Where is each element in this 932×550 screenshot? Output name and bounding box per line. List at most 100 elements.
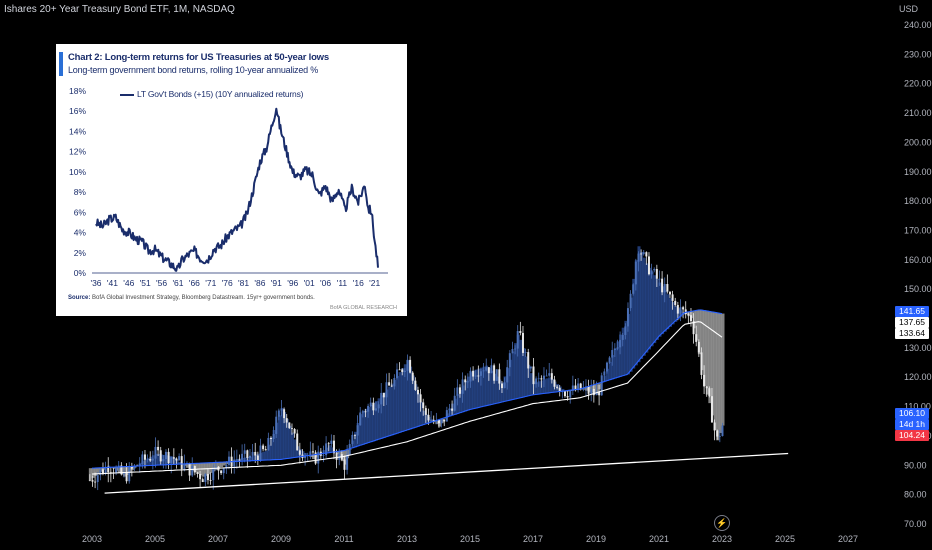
- band-fill-segment: [508, 359, 512, 401]
- band-fill-segment: [343, 450, 347, 465]
- candle-body: [493, 365, 496, 381]
- band-fill-segment: [143, 459, 147, 466]
- candle-body: [172, 457, 175, 459]
- band-fill-segment: [149, 456, 153, 466]
- candle-body: [695, 334, 698, 342]
- band-fill-segment: [634, 260, 638, 366]
- candle-body: [130, 466, 133, 469]
- candle-body: [472, 370, 475, 377]
- inset-x-tick: '61: [172, 278, 183, 288]
- band-fill-segment: [500, 382, 504, 403]
- band-fill-segment: [401, 368, 405, 432]
- band-fill-segment: [280, 408, 284, 460]
- time-tick-label: 2003: [82, 534, 102, 544]
- band-fill-segment: [516, 334, 520, 399]
- candle-body: [713, 422, 716, 431]
- band-fill-segment: [359, 414, 363, 446]
- candle-body: [235, 459, 238, 461]
- candle-body: [296, 433, 299, 451]
- candle-body: [451, 408, 454, 411]
- band-fill-segment: [697, 310, 701, 355]
- band-fill-segment: [288, 425, 292, 459]
- candle-body: [563, 391, 566, 397]
- inset-y-tick: 8%: [74, 187, 87, 197]
- candle-body: [293, 429, 296, 434]
- candle-body: [283, 409, 286, 419]
- price-tick-label: 180.00: [904, 196, 932, 206]
- band-fill-segment: [262, 451, 266, 461]
- candle-body: [225, 464, 228, 469]
- band-fill-segment: [708, 311, 712, 404]
- candle-body: [398, 369, 401, 371]
- band-fill-segment: [243, 457, 247, 462]
- candle-body: [490, 365, 493, 374]
- candle-body: [314, 452, 317, 464]
- band-fill-segment: [716, 312, 720, 441]
- band-fill-segment: [178, 461, 182, 465]
- candle-body: [419, 394, 422, 403]
- band-fill-segment: [369, 404, 373, 443]
- band-fill-segment: [248, 456, 252, 461]
- candle-body: [280, 409, 283, 411]
- candle-body: [682, 307, 685, 310]
- candle-body: [663, 284, 666, 293]
- candle-body: [256, 455, 259, 461]
- band-fill-segment: [385, 389, 389, 438]
- band-fill-segment: [185, 463, 189, 468]
- band-fill-segment: [710, 311, 714, 416]
- band-fill-segment: [485, 365, 489, 406]
- band-fill-segment: [443, 418, 447, 419]
- source-text: BofA Global Investment Strategy, Bloombe…: [92, 295, 315, 301]
- inset-y-tick: 10%: [69, 167, 86, 177]
- band-fill-segment: [584, 387, 588, 391]
- band-fill-segment: [629, 297, 633, 372]
- inset-x-tick: '81: [238, 278, 249, 288]
- price-tick-label: 230.00: [904, 49, 932, 59]
- price-badge: 133.64: [895, 328, 929, 339]
- candle-body: [377, 404, 380, 409]
- band-fill-segment: [529, 373, 533, 396]
- candle-body: [514, 348, 517, 350]
- candle-body: [440, 419, 443, 424]
- band-fill-segment: [713, 312, 717, 431]
- candle-body: [380, 392, 383, 405]
- currency-label: USD: [898, 4, 918, 14]
- candle-body: [416, 389, 419, 395]
- candle-body: [571, 385, 574, 391]
- candle-body: [537, 378, 540, 380]
- candle-body: [479, 371, 482, 376]
- band-fill-segment: [172, 458, 176, 465]
- band-fill-segment: [647, 267, 651, 350]
- candle-body: [600, 375, 603, 396]
- band-fill-segment: [290, 432, 294, 458]
- band-fill-segment: [296, 446, 300, 458]
- candle-body: [548, 373, 551, 376]
- band-fill-segment: [679, 310, 683, 318]
- band-fill-segment: [406, 360, 410, 431]
- band-fill-segment: [666, 294, 670, 330]
- candle-body: [566, 396, 569, 398]
- price-tick-label: 150.00: [904, 284, 932, 294]
- band-fill-segment: [96, 467, 100, 474]
- inset-y-tick: 16%: [69, 106, 86, 116]
- band-fill-segment: [403, 364, 407, 432]
- candle-body: [616, 347, 619, 349]
- inset-source: Source: BofA Global Investment Strategy,…: [68, 295, 315, 301]
- band-fill-segment: [204, 462, 208, 476]
- band-fill-segment: [616, 341, 620, 378]
- band-fill-segment: [285, 418, 289, 459]
- price-badge: 137.65: [895, 317, 929, 328]
- inset-y-tick: 12%: [69, 147, 86, 157]
- candle-body: [259, 445, 262, 461]
- time-tick-label: 2013: [397, 534, 417, 544]
- candle-body: [290, 428, 293, 430]
- candle-body: [411, 372, 414, 381]
- candle-body: [238, 459, 241, 461]
- candle-body: [395, 369, 398, 379]
- band-fill-segment: [487, 367, 491, 406]
- price-tick-label: 160.00: [904, 255, 932, 265]
- lightning-icon[interactable]: ⚡: [714, 515, 730, 531]
- candle-body: [671, 294, 674, 301]
